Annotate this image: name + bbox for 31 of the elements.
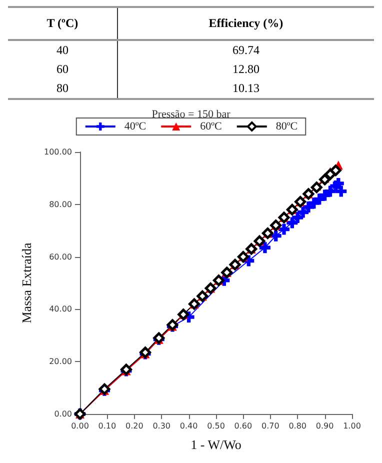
x-tick-label: 0.20 bbox=[125, 422, 144, 430]
text: 80 bbox=[55, 80, 70, 97]
text: T (ºC) bbox=[46, 15, 80, 32]
x-tick-label: 0.30 bbox=[152, 422, 171, 430]
x-tick-label: 0.10 bbox=[98, 422, 116, 430]
y-axis-title: Massa Extraída bbox=[19, 242, 34, 324]
y-tick-label: 60.00 bbox=[49, 252, 72, 262]
y-tick-label: 100.00 bbox=[44, 148, 72, 156]
x-tick-label: 0.60 bbox=[234, 422, 252, 430]
legend-title: Pressão = 150 bar bbox=[152, 108, 231, 120]
x-tick-label: 0.00 bbox=[71, 422, 89, 430]
y-tick-label: 80.00 bbox=[49, 200, 72, 209]
y-tick-label: 0.00 bbox=[54, 410, 72, 418]
text: 12.80 bbox=[117, 60, 374, 79]
text: 10.13 bbox=[117, 79, 374, 99]
x-tick-label: 0.40 bbox=[180, 422, 198, 430]
y-tick-label: 40.00 bbox=[49, 304, 72, 314]
text: 40 bbox=[55, 42, 70, 59]
text: Efficiency (%) bbox=[117, 7, 374, 40]
x-tick-label: 0.50 bbox=[207, 422, 225, 430]
y-tick-label: 20.00 bbox=[49, 357, 72, 366]
text: 60 bbox=[55, 61, 70, 78]
x-tick-label: 0.90 bbox=[316, 422, 334, 430]
x-tick-label: 0.70 bbox=[261, 422, 280, 430]
text: 69.74 bbox=[117, 40, 374, 60]
legend-label: 80ºC bbox=[276, 120, 298, 132]
x-axis-title: 1 - W/Wo bbox=[190, 437, 242, 452]
legend-label: 40ºC bbox=[124, 120, 146, 132]
x-tick-label: 0.80 bbox=[288, 422, 307, 430]
legend-label: 60ºC bbox=[200, 120, 222, 132]
x-tick-label: 1.00 bbox=[343, 422, 361, 430]
